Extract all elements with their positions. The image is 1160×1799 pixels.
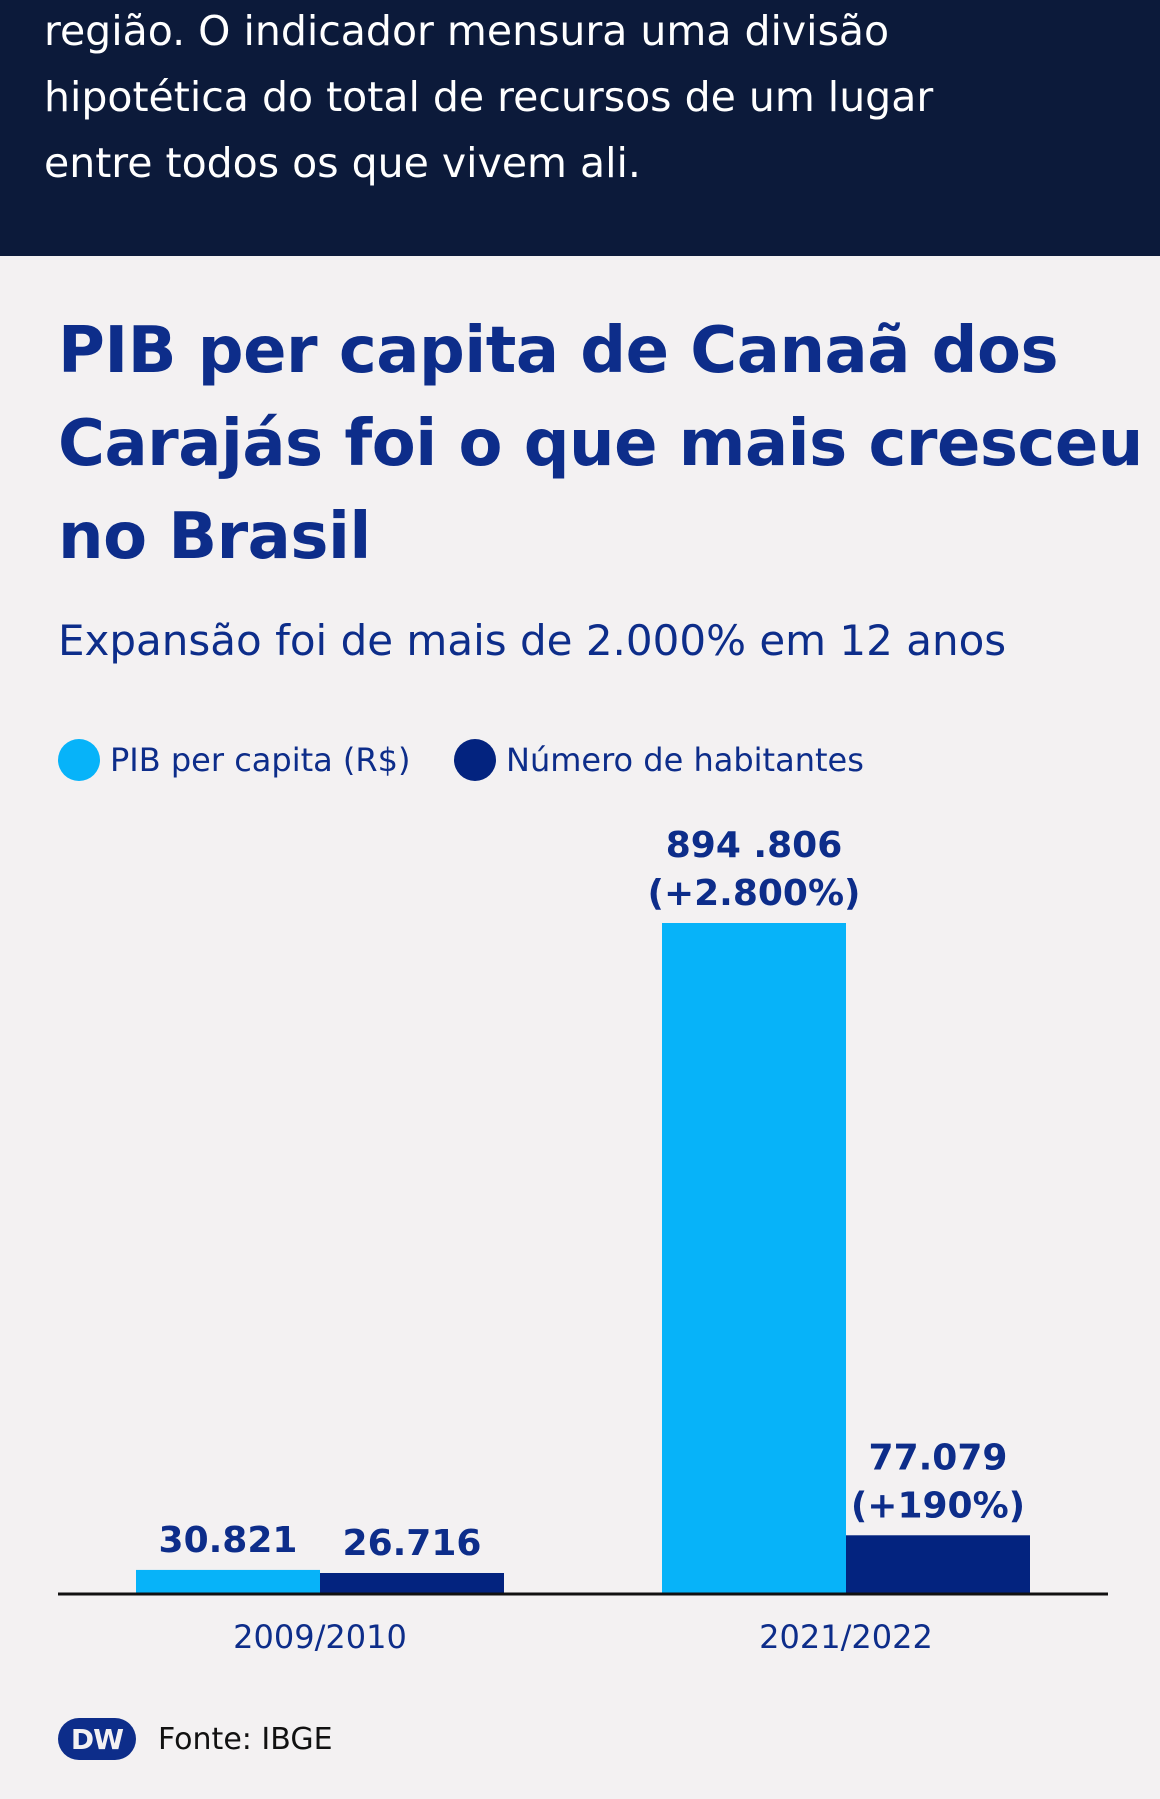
legend-label-habitantes: Número de habitantes — [506, 741, 864, 779]
chart-subtitle: Expansão foi de mais de 2.000% em 12 ano… — [58, 616, 1007, 665]
chart-title: PIB per capita de Canaã dos Carajás foi … — [58, 305, 1143, 584]
intro-line: entre todos os que vivem ali. — [44, 139, 641, 187]
chart-title-line: PIB per capita de Canaã dos — [58, 314, 1059, 388]
data-label: (+2.800%) — [647, 873, 860, 914]
bars-group — [136, 923, 1030, 1593]
bar-habitantes-0 — [320, 1572, 504, 1593]
x-tick-label: 2021/2022 — [759, 1618, 933, 1656]
footer: DW Fonte: IBGE — [58, 1712, 333, 1766]
source-text: Fonte: IBGE — [158, 1721, 333, 1757]
x-tick-label: 2009/2010 — [233, 1618, 407, 1656]
data-label: 77.079 — [869, 1437, 1008, 1478]
data-label: (+190%) — [851, 1485, 1025, 1526]
x-tick-labels-group: 2009/2010 2021/2022 — [233, 1618, 933, 1656]
legend-item-pib: PIB per capita (R$) — [58, 735, 410, 785]
intro-line: hipotética do total de recursos de um lu… — [44, 73, 934, 121]
legend-swatch-pib — [58, 739, 100, 781]
data-label: 30.821 — [159, 1520, 298, 1561]
intro-banner: região. O indicador mensura uma divisão … — [0, 0, 1160, 256]
bar-pib-0 — [136, 1569, 320, 1593]
chart-title-line: Carajás foi o que mais cresceu — [58, 407, 1143, 481]
data-label: 26.716 — [343, 1523, 482, 1564]
chart-title-line: no Brasil — [58, 500, 371, 574]
legend-label-pib: PIB per capita (R$) — [110, 741, 411, 779]
bar-chart: 30.821 26.716 894 .806 (+2.800%) 77.079 (+190… — [58, 825, 1108, 1656]
bar-pib-1 — [662, 923, 846, 1593]
intro-line: região. O indicador mensura uma divisão — [44, 7, 890, 55]
legend-swatch-habitantes — [454, 739, 496, 781]
value-labels-group: 30.821 26.716 894 .806 (+2.800%) 77.079 (+190… — [159, 825, 1026, 1564]
legend-item-habitantes: Número de habitantes — [454, 735, 864, 785]
bar-habitantes-1 — [846, 1535, 1030, 1593]
data-label: 894 .806 — [666, 825, 843, 866]
dw-logo: DW — [58, 1718, 136, 1760]
